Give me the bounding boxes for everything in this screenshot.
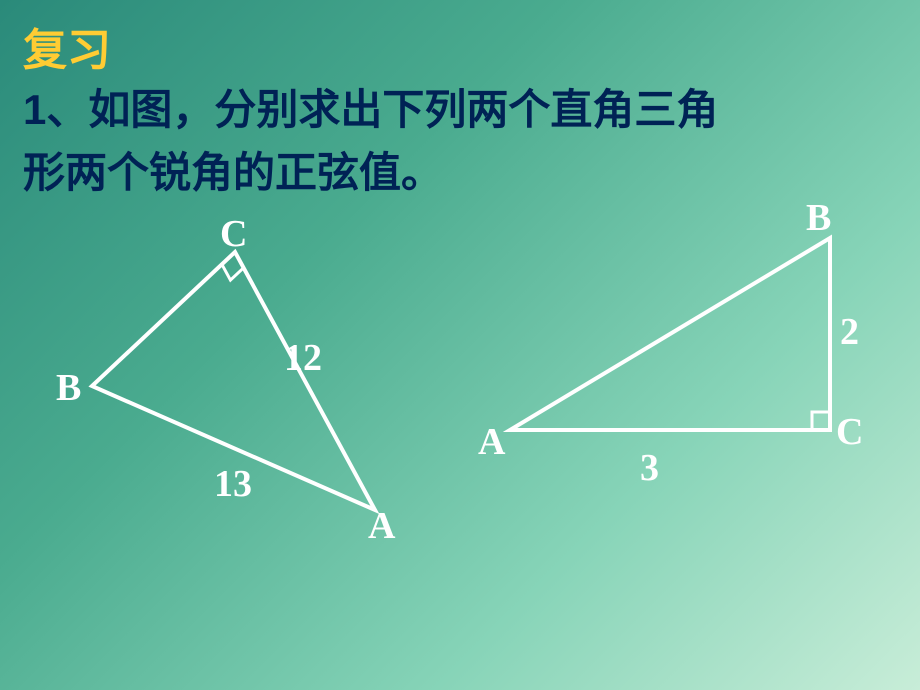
t1-side-13: 13 (214, 462, 252, 506)
t2-side-2: 2 (840, 310, 859, 354)
t2-vertex-A: A (478, 420, 505, 464)
t1-side-12: 12 (284, 336, 322, 380)
t2-side-3: 3 (640, 446, 659, 490)
triangle-2 (510, 238, 830, 430)
t2-vertex-B: B (806, 196, 831, 240)
triangle-2-right-angle (812, 412, 830, 430)
triangle-1-right-angle (222, 264, 244, 280)
t1-vertex-C: C (220, 212, 247, 256)
t1-vertex-B: B (56, 366, 81, 410)
t2-vertex-C: C (836, 410, 863, 454)
diagram-svg (0, 0, 920, 690)
triangle-2-shape (510, 238, 830, 430)
t1-vertex-A: A (368, 504, 395, 548)
